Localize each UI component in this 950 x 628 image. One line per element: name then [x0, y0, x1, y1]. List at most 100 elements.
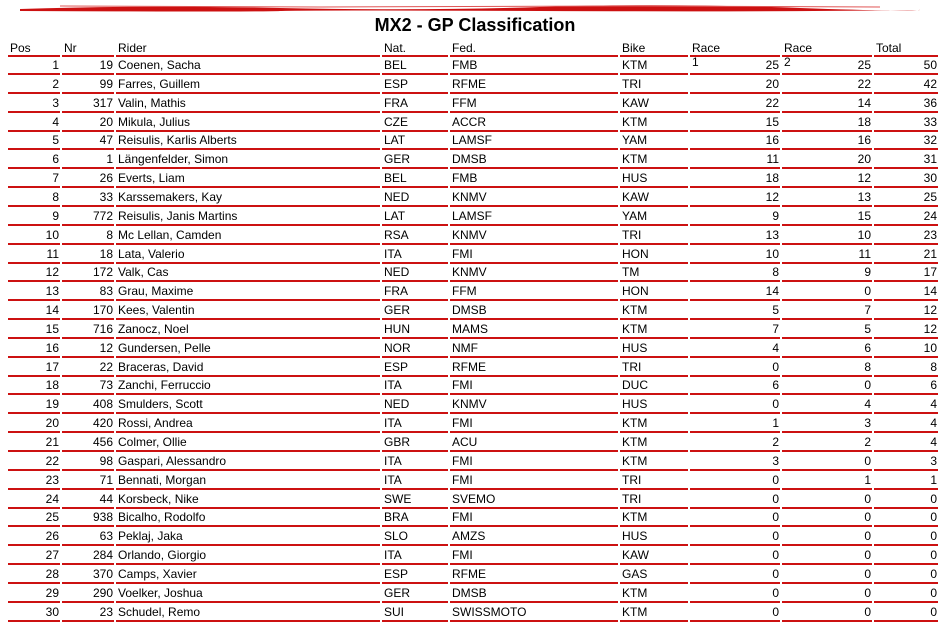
row-underline [62, 148, 114, 151]
row-underline [116, 487, 380, 490]
row-underline [620, 242, 688, 245]
row-underline [874, 73, 938, 75]
row-underline [874, 204, 938, 207]
row-underline [874, 525, 938, 528]
cell-race1: 3 [772, 453, 779, 468]
row-underline [116, 223, 380, 226]
cell-race2: 6 [864, 340, 871, 355]
row-underline [8, 242, 60, 245]
row-underline [782, 431, 872, 434]
cell-bike: GAS [622, 566, 648, 581]
cell-fed: LAMSF [452, 133, 493, 148]
cell-nat: NED [384, 265, 410, 280]
table-row: 23 71 Bennati, Morgan ITA FMI TRI 0 1 1 [0, 473, 950, 492]
cell-pos: 14 [45, 303, 59, 318]
row-underline [8, 450, 60, 452]
cell-rider: Farres, Guillem [118, 76, 201, 91]
table-row: 8 33 Karssemakers, Kay NED KNMV KAW 12 13 25 [0, 190, 950, 209]
row-underline [8, 299, 60, 302]
row-underline [690, 242, 780, 245]
header-underline [874, 55, 938, 57]
cell-fed: FMI [452, 472, 473, 487]
row-underline [62, 412, 114, 415]
cell-rider: Reisulis, Janis Martins [118, 208, 238, 223]
row-underline [450, 374, 618, 377]
cell-fed: NMF [452, 340, 478, 355]
cell-fed: LAMSF [452, 208, 493, 223]
row-underline [62, 186, 114, 189]
cell-nat: SWE [384, 491, 412, 506]
row-underline [382, 204, 448, 207]
row-underline [8, 318, 60, 321]
row-underline [874, 110, 938, 113]
row-underline [62, 468, 114, 471]
row-underline [690, 129, 780, 132]
row-underline [62, 242, 114, 245]
row-underline [382, 318, 448, 321]
cell-race1: 8 [772, 265, 779, 280]
header-underline [690, 55, 780, 57]
row-underline [116, 412, 380, 415]
row-underline [690, 374, 780, 377]
cell-rider: Zanchi, Ferruccio [118, 378, 211, 393]
cell-rider: Zanocz, Noel [118, 321, 189, 336]
row-underline [116, 544, 380, 547]
header-underline [382, 55, 448, 57]
cell-fed: KNMV [452, 189, 487, 204]
cell-nat: ITA [384, 548, 402, 563]
row-underline [382, 544, 448, 547]
row-underline [450, 148, 618, 151]
row-underline [62, 525, 114, 528]
row-underline [450, 525, 618, 528]
row-underline [8, 167, 60, 170]
table-row: 18 73 Zanchi, Ferruccio ITA FMI DUC 6 0 6 [0, 378, 950, 397]
cell-fed: FMB [452, 171, 478, 186]
row-underline [450, 431, 618, 434]
cell-pos: 30 [45, 604, 59, 619]
cell-race1: 18 [765, 171, 779, 186]
cell-race1: 0 [772, 472, 779, 487]
row-underline [450, 506, 618, 509]
cell-race2: 0 [864, 378, 871, 393]
row-underline [116, 355, 380, 358]
table-row: 2 99 Farres, Guillem ESP RFME TRI 20 22 42 [0, 77, 950, 96]
row-underline [874, 261, 938, 264]
row-underline [62, 110, 114, 113]
cell-bike: KTM [622, 453, 648, 468]
row-underline [782, 525, 872, 528]
header-total: Total [876, 41, 902, 55]
cell-race2: 11 [858, 246, 871, 261]
cell-bike: HON [622, 284, 649, 299]
cell-race1: 14 [765, 284, 779, 299]
cell-nr: 456 [92, 435, 113, 449]
row-underline [450, 318, 618, 321]
cell-total: 42 [923, 76, 937, 91]
table-row: 21 456 Colmer, Ollie GBR ACU KTM 2 2 4 [0, 435, 950, 454]
cell-nr: 370 [92, 566, 113, 581]
cell-rider: Gundersen, Pelle [118, 340, 211, 355]
row-underline [62, 355, 114, 358]
cell-nat: LAT [384, 208, 406, 223]
cell-race1: 5 [772, 303, 779, 318]
row-underline [382, 299, 448, 302]
row-underline [620, 355, 688, 358]
row-underline [620, 468, 688, 471]
cell-nat: SLO [384, 529, 409, 544]
row-underline [690, 355, 780, 358]
row-underline [620, 450, 688, 452]
row-underline [874, 280, 938, 283]
cell-nr: 20 [99, 114, 113, 129]
cell-nat: ESP [384, 359, 409, 374]
row-underline [620, 318, 688, 321]
row-underline [690, 563, 780, 566]
cell-rider: Mikula, Julius [118, 114, 191, 129]
row-underline [116, 261, 380, 264]
cell-fed: FMI [452, 453, 473, 468]
cell-nr: 772 [92, 208, 113, 223]
row-underline [116, 393, 380, 396]
cell-pos: 26 [45, 529, 59, 544]
cell-pos: 25 [45, 510, 59, 525]
cell-pos: 23 [45, 472, 59, 487]
cell-nat: ITA [384, 378, 402, 393]
row-underline [874, 581, 938, 584]
